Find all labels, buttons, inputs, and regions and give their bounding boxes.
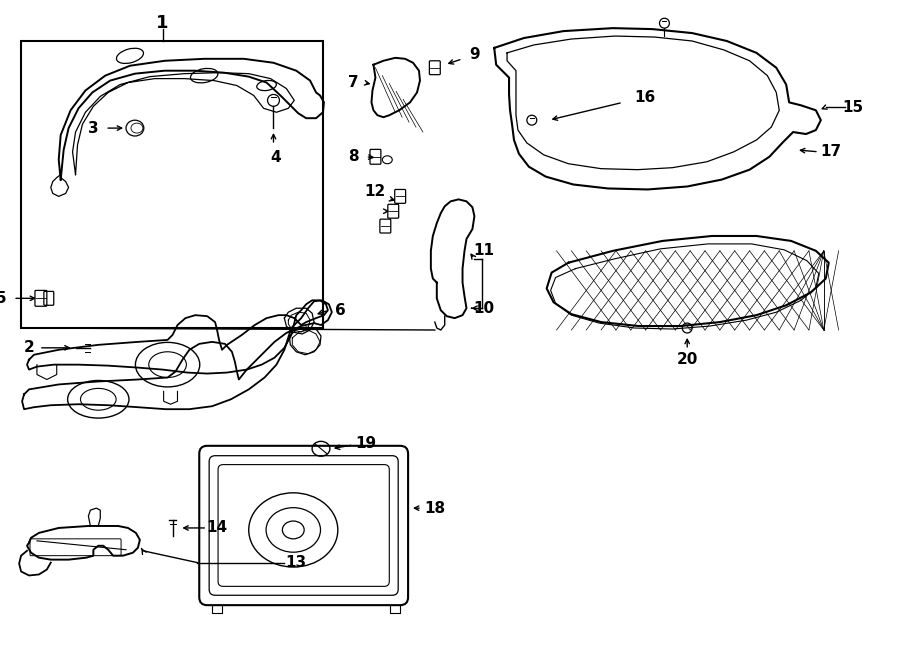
Text: 1: 1: [157, 14, 169, 32]
Text: 7: 7: [348, 75, 359, 90]
Text: 4: 4: [270, 150, 281, 165]
Text: 13: 13: [285, 555, 307, 570]
Text: 5: 5: [0, 291, 6, 306]
Text: 3: 3: [88, 120, 99, 136]
Text: 10: 10: [473, 301, 495, 316]
Text: 2: 2: [23, 340, 34, 356]
Text: 11: 11: [473, 243, 495, 258]
Text: 14: 14: [206, 520, 228, 535]
Bar: [21, 41, 323, 328]
Text: 19: 19: [355, 436, 376, 451]
Text: 6: 6: [336, 303, 346, 318]
Text: 17: 17: [820, 144, 842, 159]
Text: 9: 9: [469, 48, 480, 62]
Text: 18: 18: [424, 500, 446, 516]
Text: 16: 16: [634, 90, 655, 105]
Text: 8: 8: [348, 149, 359, 165]
Text: 15: 15: [842, 100, 863, 115]
Text: 20: 20: [677, 352, 698, 368]
Text: 12: 12: [364, 184, 386, 199]
